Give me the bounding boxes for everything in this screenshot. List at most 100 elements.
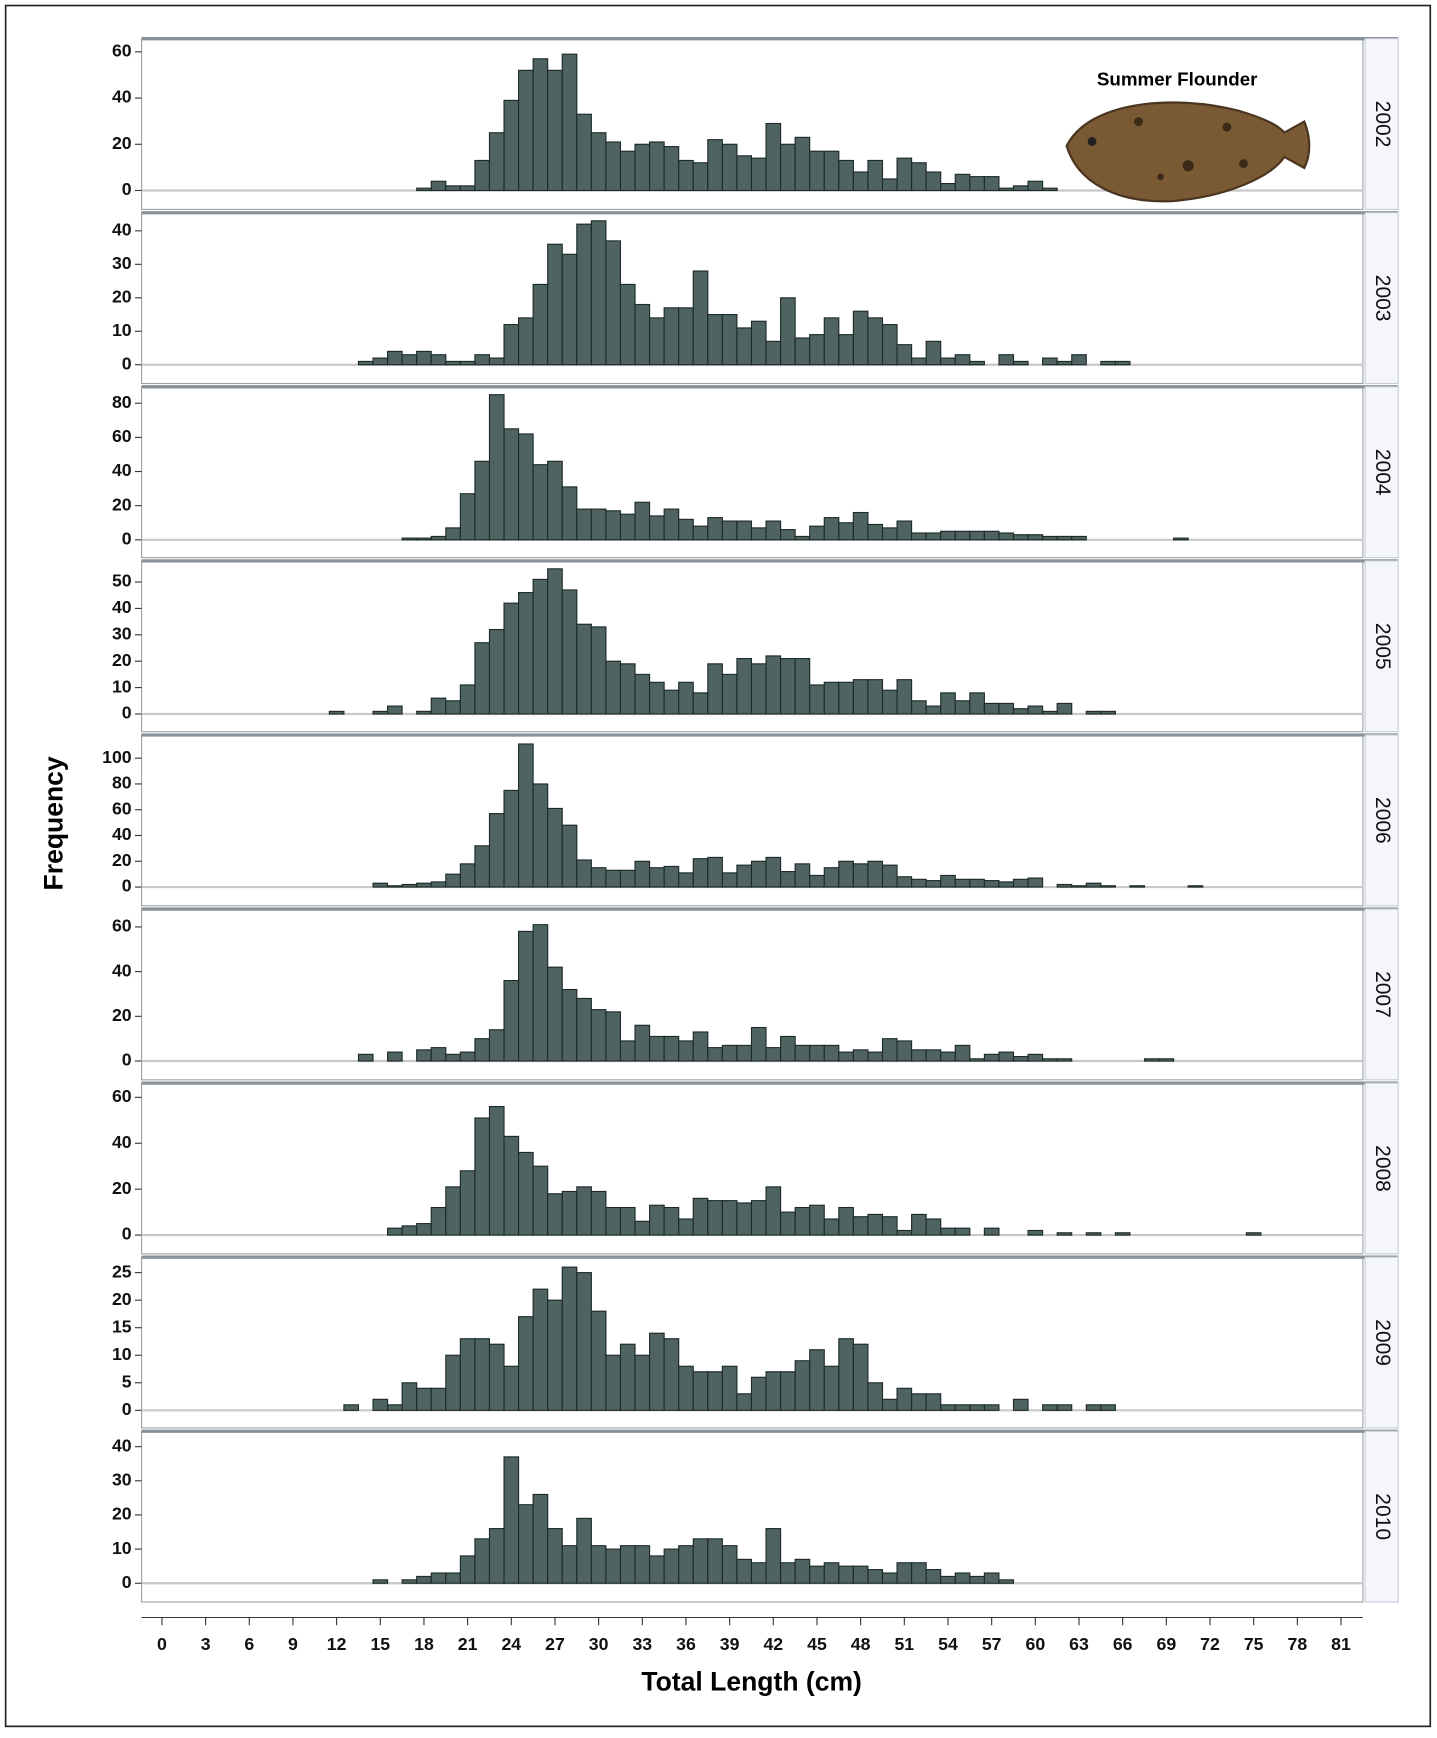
bar <box>838 1565 854 1584</box>
strip <box>1364 386 1399 559</box>
bar <box>780 1371 796 1411</box>
bar <box>983 176 1000 192</box>
x-tick-label: 42 <box>763 1634 783 1654</box>
bar <box>765 655 782 715</box>
y-tick-label: 20 <box>112 1005 132 1025</box>
bar <box>590 508 607 541</box>
bar <box>634 673 651 715</box>
bar <box>954 700 971 715</box>
bar <box>532 1493 549 1584</box>
bar <box>692 1371 709 1411</box>
bar <box>1027 705 1044 715</box>
bar <box>532 283 549 366</box>
bar <box>998 702 1015 715</box>
y-tick-label: 0 <box>122 876 132 896</box>
x-tick-label: 72 <box>1200 1634 1220 1654</box>
bar <box>634 1024 651 1062</box>
y-tick-label: 0 <box>122 703 132 723</box>
bar <box>416 882 432 888</box>
bar <box>445 700 461 715</box>
bar <box>372 1579 389 1584</box>
bar <box>401 537 418 541</box>
bar <box>780 1562 796 1584</box>
bar <box>430 697 447 715</box>
bar <box>401 1579 418 1584</box>
bar <box>445 1053 461 1062</box>
x-tick-label: 0 <box>157 1634 167 1654</box>
bar <box>547 1528 563 1584</box>
bar <box>707 139 723 192</box>
bar <box>416 537 432 541</box>
bar <box>896 520 913 541</box>
panel: 2006 0 20 40 60 80 100 <box>102 733 1399 907</box>
bar <box>896 344 913 366</box>
y-tick-label: 0 <box>122 1572 132 1592</box>
bar <box>736 1044 753 1062</box>
bar <box>605 1206 622 1236</box>
y-tick-label: 40 <box>112 824 132 844</box>
bar <box>488 357 505 366</box>
bar <box>445 1572 461 1584</box>
bar <box>838 159 854 192</box>
y-tick-label: 10 <box>112 1538 132 1558</box>
bar <box>649 1204 665 1236</box>
bar <box>896 1229 913 1236</box>
y-tick-label: 0 <box>122 353 132 373</box>
x-tick-label: 54 <box>938 1634 958 1654</box>
bar <box>969 1058 985 1062</box>
y-tick-label: 50 <box>112 571 132 591</box>
bar <box>707 663 723 715</box>
bar <box>1027 877 1044 888</box>
bar <box>896 1562 913 1584</box>
bar <box>357 360 374 366</box>
bar <box>459 1051 476 1062</box>
bar <box>459 1170 476 1236</box>
bar <box>881 1038 898 1062</box>
bar <box>1187 885 1204 888</box>
bar <box>1042 710 1058 715</box>
bar <box>416 710 432 715</box>
bar <box>416 187 432 192</box>
chart-title: Summer Flounder <box>1097 69 1258 90</box>
bar <box>1012 1056 1029 1062</box>
bar <box>416 1049 432 1062</box>
bar <box>721 313 738 366</box>
x-tick-label: 51 <box>894 1634 914 1654</box>
bar <box>852 1565 869 1584</box>
bar <box>852 511 869 541</box>
bar <box>823 317 840 366</box>
bar <box>925 880 942 888</box>
bar <box>954 530 971 541</box>
bar <box>1114 1232 1131 1236</box>
y-tick-label: 60 <box>112 798 132 818</box>
bar <box>954 173 971 192</box>
y-tick-label: 10 <box>112 320 132 340</box>
bar <box>707 1200 723 1236</box>
bar <box>343 1404 360 1411</box>
bar <box>649 1035 665 1062</box>
bar <box>488 1528 505 1584</box>
x-tick-label: 66 <box>1113 1634 1133 1654</box>
x-tick-label: 9 <box>288 1634 298 1654</box>
y-tick-label: 40 <box>112 960 132 980</box>
bar <box>750 1200 767 1236</box>
bar <box>518 433 534 541</box>
bar <box>1085 1232 1102 1236</box>
bar <box>954 354 971 366</box>
bar <box>1042 535 1058 541</box>
bar <box>692 270 709 366</box>
bar <box>430 354 447 366</box>
y-tick-label: 25 <box>112 1261 132 1281</box>
bar <box>1071 885 1087 888</box>
bar <box>503 1365 520 1411</box>
bar <box>940 183 956 192</box>
bar <box>430 1387 447 1411</box>
bar <box>736 1393 753 1411</box>
bar <box>488 394 505 541</box>
bar <box>430 881 447 888</box>
bar <box>459 1555 476 1584</box>
bar <box>794 1360 811 1411</box>
bar <box>1100 360 1116 366</box>
bar <box>823 1218 840 1236</box>
bar <box>663 1206 680 1236</box>
